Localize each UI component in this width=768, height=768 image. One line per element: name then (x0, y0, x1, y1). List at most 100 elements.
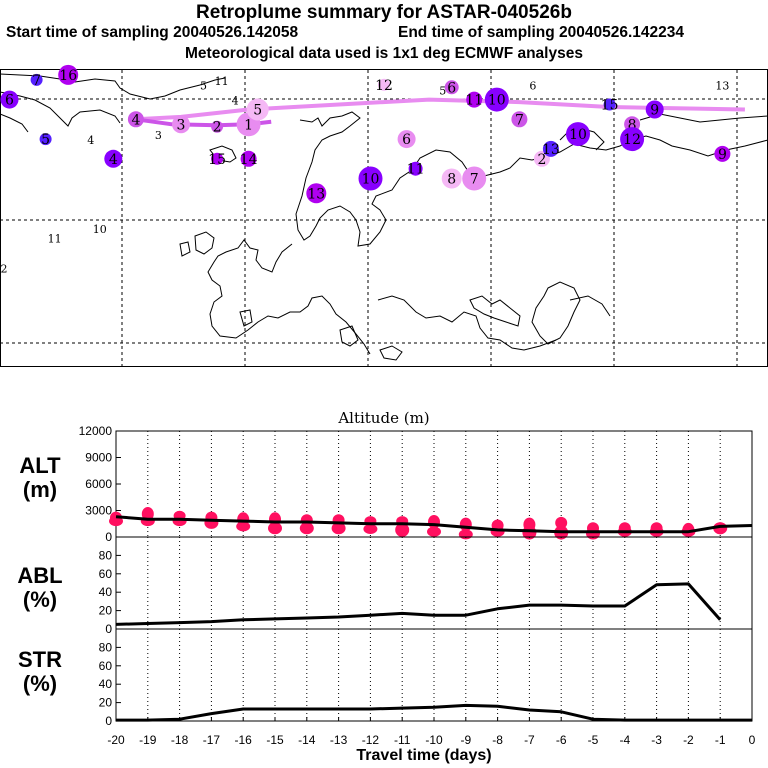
y-tick-label: 20 (99, 696, 113, 710)
x-tick-label: -10 (425, 733, 443, 747)
x-tick-label: -6 (556, 733, 567, 747)
start-time-label: Start time of sampling 20040526.142058 (6, 24, 299, 41)
plume-marker-label-0: 4 (131, 112, 140, 128)
y-tick-label: 40 (99, 585, 113, 599)
plume-marker-label-13: 8 (628, 117, 637, 133)
map-label-9: 13 (715, 80, 729, 93)
plume-marker-0 (127, 111, 144, 128)
plume-marker-11 (397, 130, 416, 149)
map-label-6: 4 (232, 95, 239, 108)
alt-label-text: ALT (m) (19, 453, 61, 502)
altitude-spread-dot (268, 522, 282, 535)
plume-marker-25 (58, 64, 79, 85)
altitude-spread-dot (140, 516, 155, 527)
plume-marker-label-21: 10 (362, 172, 380, 188)
y-tick-label: 40 (99, 677, 113, 691)
altitude-spread-dot (172, 516, 187, 527)
plume-marker-label-29: 4 (109, 152, 118, 168)
x-tick-label: -5 (588, 733, 599, 747)
altitude-spread-dot (713, 522, 728, 535)
plume-marker-label-15: 12 (623, 132, 641, 148)
plume-marker-label-4: 5 (253, 103, 262, 119)
altitude-spread-dot (555, 516, 568, 529)
plume-marker-label-5: 12 (375, 78, 393, 94)
map-label-8: 5 (439, 85, 446, 98)
plume-marker-label-6: 6 (447, 80, 456, 96)
y-tick-label: 6000 (85, 477, 112, 491)
altitude-spread-dot (459, 517, 472, 532)
plume-marker-30 (30, 73, 43, 86)
altitude-spread-dot (522, 525, 537, 540)
plume-marker-5 (378, 78, 390, 91)
map-label-10: 3 (155, 129, 162, 142)
plume-marker-label-11: 6 (402, 132, 411, 148)
map-label-2: 12 (0, 262, 8, 275)
x-tick-label: -18 (171, 733, 189, 747)
panel-frame (115, 536, 753, 630)
alt-axis-label: ALT (m) (0, 454, 80, 502)
x-tick-label: -8 (492, 733, 503, 747)
map-label-7: 6 (529, 80, 536, 93)
met-data-label: Meteorological data used is 1x1 deg ECMW… (185, 45, 583, 62)
plume-marker-label-30: 7 (32, 73, 41, 89)
y-tick-label: 0 (105, 530, 112, 544)
map-label-11: 4 (87, 134, 94, 147)
altitude-spread-dot (458, 529, 473, 540)
altitude-spread-dot (269, 512, 281, 527)
altitude-spread-dot (300, 514, 313, 527)
x-tick-label: -13 (330, 733, 348, 747)
chart-title: Retroplume summary for ASTAR-040526b (196, 2, 572, 23)
plume-marker-label-8: 10 (488, 93, 506, 109)
plume-marker-label-28: 13 (542, 142, 560, 158)
plume-marker-label-25: 16 (59, 68, 77, 84)
plume-marker-19 (441, 168, 462, 189)
y-tick-label: 60 (99, 659, 113, 673)
altitude-spread-dot (649, 526, 664, 537)
x-tick-label: -1 (715, 733, 726, 747)
x-tick-label: -9 (460, 733, 471, 747)
plume-marker-20 (408, 161, 423, 176)
altitude-spread-dot (395, 522, 410, 537)
map-label-0: 10 (93, 223, 107, 236)
y-tick-label: 0 (105, 622, 112, 636)
plume-marker-18 (462, 166, 487, 191)
plume-marker-label-9: 15 (601, 98, 619, 114)
y-tick-label: 0 (105, 714, 112, 728)
plume-marker-10 (645, 100, 664, 119)
series-line-abl (115, 582, 722, 626)
plume-marker-label-22: 13 (307, 186, 325, 202)
plume-marker-label-17: 2 (537, 152, 546, 168)
plume-marker-16 (714, 145, 731, 162)
altitude-spread-dot (681, 526, 696, 537)
altitude-spread-dot (173, 510, 186, 521)
plume-marker-28 (542, 140, 559, 157)
altitude-spread-dot (428, 515, 440, 529)
altitude-spread-dot (236, 521, 251, 532)
altitude-spread-dot (617, 526, 632, 537)
altitude-spread-dot (299, 522, 314, 535)
altitude-spread-dot (141, 507, 154, 521)
x-tick-label: -2 (683, 733, 694, 747)
plume-marker-label-26: 6 (5, 93, 14, 109)
plume-marker-label-23: 14 (240, 152, 258, 168)
y-tick-label: 60 (99, 567, 113, 581)
altitude-spread-dot (204, 516, 219, 529)
trajectory-line-0 (135, 97, 745, 122)
x-tick-label: -12 (362, 733, 380, 747)
y-tick-label: 80 (99, 640, 113, 654)
altitude-spread-dot (586, 527, 600, 540)
y-tick-label: 80 (99, 548, 113, 562)
altitude-spread-dot (554, 525, 569, 540)
altitude-spread-dot (587, 522, 599, 535)
plume-marker-label-16: 9 (718, 147, 727, 163)
plume-marker-23 (240, 150, 257, 167)
plume-marker-label-20: 11 (407, 162, 425, 178)
plume-marker-1 (172, 115, 190, 134)
plume-marker-12 (511, 111, 528, 128)
series-line-str (116, 703, 752, 722)
plume-marker-22 (306, 183, 327, 204)
plume-marker-label-24: 15 (208, 152, 226, 168)
